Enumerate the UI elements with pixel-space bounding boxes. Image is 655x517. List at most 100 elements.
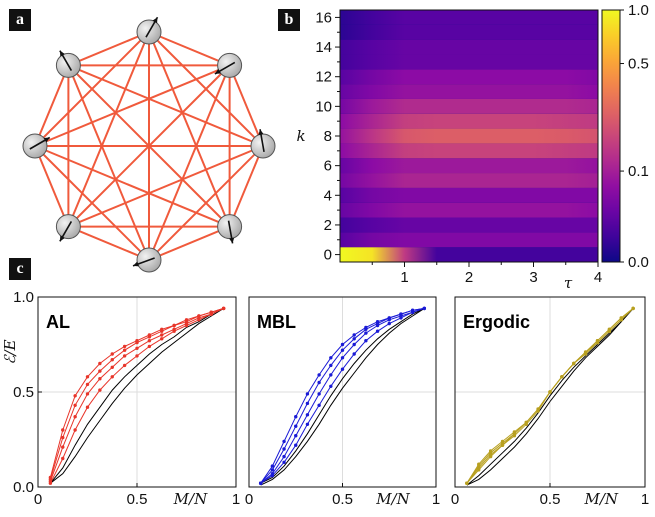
data-point [364,327,368,331]
heatmap-row [340,39,598,55]
heatmap-row [340,54,598,70]
data-point [619,318,623,322]
data-point [317,380,321,385]
heatmap-row [340,24,598,40]
y-tick-label: 0 [324,247,332,264]
data-point [352,333,356,337]
heatmap-row [340,217,598,233]
data-point [73,394,77,398]
coupling-edge [68,31,150,67]
reference-line [466,308,634,486]
data-point [572,361,576,366]
heatmap-row [340,158,598,174]
data-point [352,337,356,341]
data-point [73,428,77,432]
heatmap-row [340,247,598,262]
y-tick-label: 1.0 [13,289,34,306]
data-point [294,415,298,419]
data-point [160,337,164,341]
data-point [329,363,333,368]
data-point [135,354,139,358]
x-tick-label: 1 [400,269,408,286]
colorbar [601,9,621,263]
heatmap-row [340,202,598,218]
data-point [110,375,114,379]
heatmap-row [340,187,598,203]
data-point [184,323,189,328]
data-point [631,306,635,311]
data-point [122,363,127,368]
y-axis-label: ℰ/E [1,339,19,364]
data-point [135,346,139,350]
subplot-ergodic: Ergodic 0 0.5 1 M/N [451,296,649,508]
data-point [329,373,333,377]
colorbar-tick-label: 0.5 [628,56,649,73]
data-point [61,428,65,432]
heatmap-row [340,128,598,144]
subplot-title: Ergodic [463,312,530,332]
colorbar-tick-label: 0.1 [628,163,649,180]
data-point [258,481,263,485]
coupling-edge [148,225,230,261]
y-tick-label: 2 [324,217,332,234]
spin-arrowhead [43,137,50,143]
data-point [340,356,345,360]
y-tick-label: 12 [315,69,332,86]
data-point [305,392,310,396]
data-point [317,373,321,377]
x-tick-label: 0.5 [540,491,561,508]
heatmap-row [340,173,598,188]
data-point [110,365,114,369]
all-to-all-spin-graph [22,16,276,273]
data-point [85,405,90,409]
heatmap-row [340,143,598,159]
data-point [305,413,310,417]
reference-line [260,307,425,486]
y-tick-label: 8 [324,128,332,145]
y-tick-label: 14 [315,39,332,56]
data-point [375,329,380,333]
data-point [197,318,201,322]
spin-arrowhead [152,17,158,24]
data-point [98,361,102,366]
data-point [512,434,517,438]
data-point [85,382,90,387]
data-point [340,348,345,352]
data-point [122,344,127,349]
data-point [375,323,380,328]
x-tick-label: 4 [594,269,602,286]
data-point [329,356,333,360]
heatmap-row [340,232,598,248]
x-axis-label: M/N [584,490,619,508]
data-point [122,348,127,352]
data-point [305,422,310,426]
data-point [147,339,152,343]
panel-label-a: a [9,9,31,31]
data-point [329,384,333,388]
heatmap-row [340,113,598,129]
spin-arrowhead [59,235,65,242]
reference-line [50,307,224,484]
data-point [110,358,114,362]
data-point [422,306,427,311]
data-point [221,306,226,311]
coupling-edge [34,145,150,261]
x-tick-label: 2 [465,269,473,286]
spin-arrowhead [229,237,235,244]
data-point [172,329,176,333]
data-point [98,369,102,373]
data-point [477,468,481,472]
y-tick-label: 0.5 [13,384,34,401]
spin-arrowhead [214,68,221,74]
data-point [364,339,368,343]
reference-line [466,308,634,486]
data-point [595,340,600,345]
heatmap-row [340,69,598,85]
data-point [524,422,528,426]
heatmap-row [340,84,598,99]
x-tick-label: 1 [641,491,649,508]
reference-line [50,307,224,484]
data-point [387,318,391,322]
data-point [500,443,505,447]
